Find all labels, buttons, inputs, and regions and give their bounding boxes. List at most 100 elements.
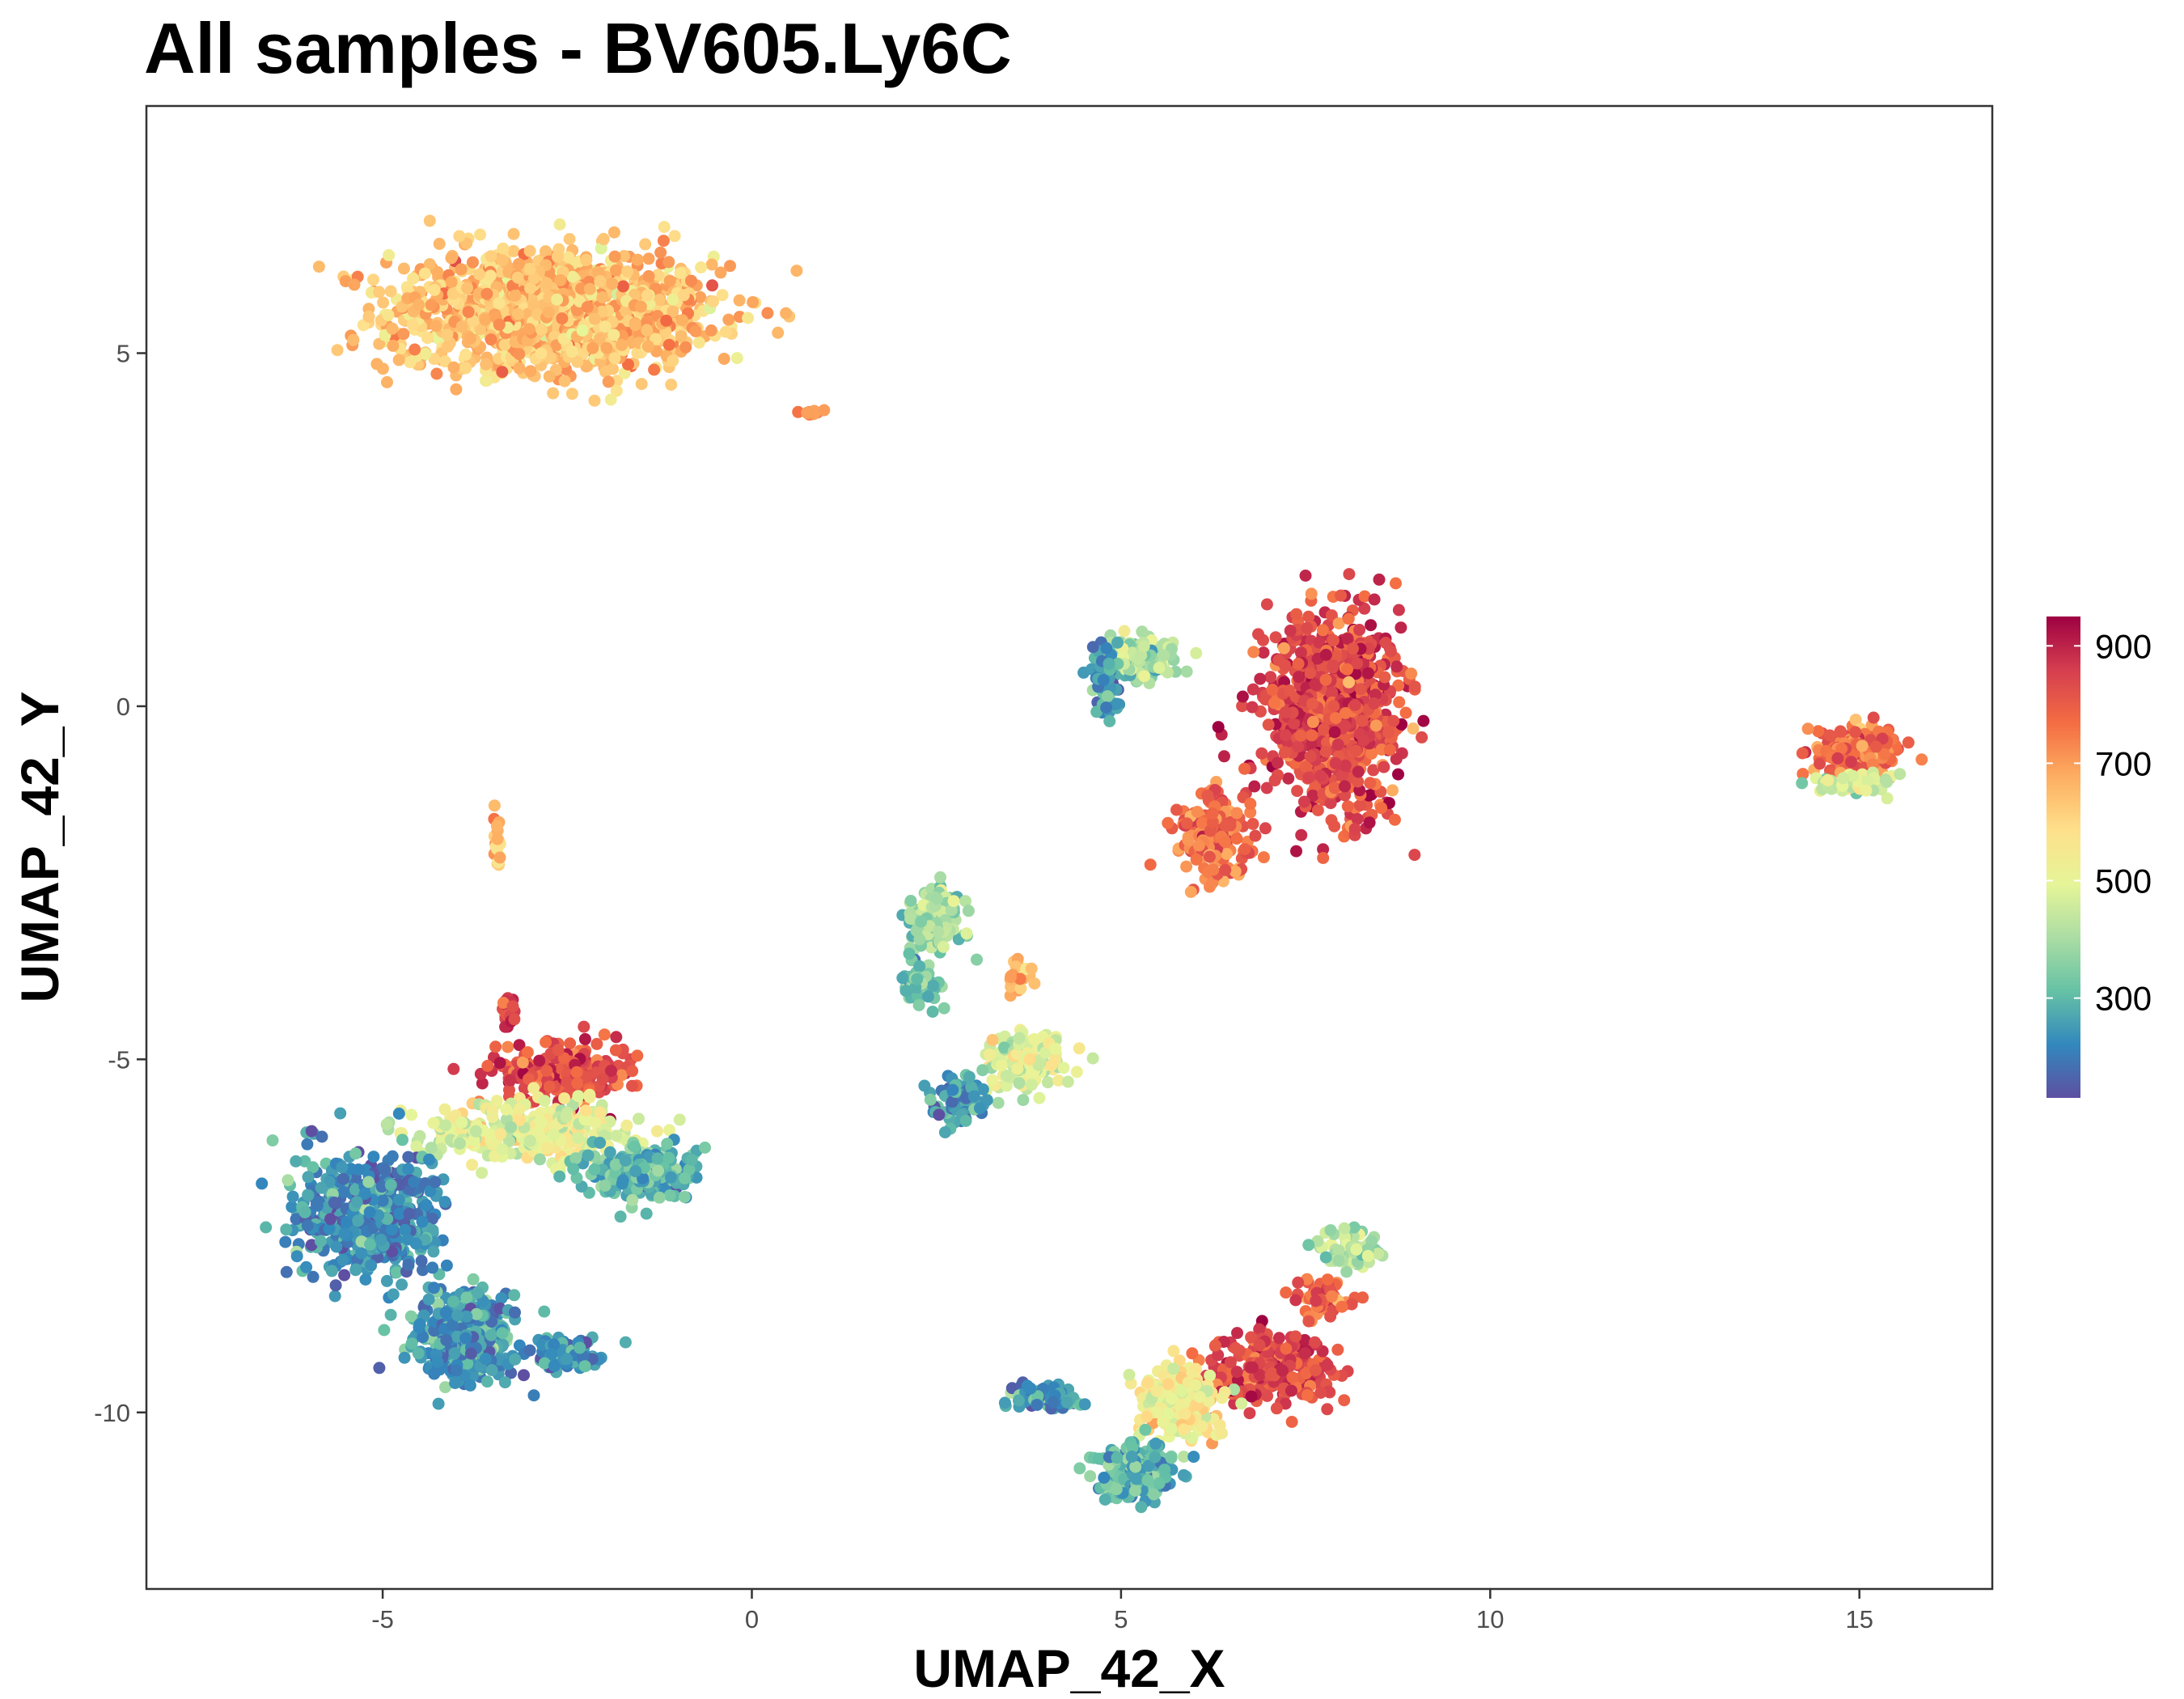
- data-point: [915, 915, 928, 928]
- data-point: [581, 301, 594, 313]
- data-point: [1238, 843, 1251, 856]
- data-point: [523, 244, 536, 257]
- data-point: [792, 405, 805, 418]
- data-point: [1100, 642, 1113, 655]
- data-point: [1317, 852, 1330, 864]
- data-point: [679, 1172, 692, 1184]
- data-point: [1869, 740, 1882, 753]
- data-point: [440, 1259, 453, 1272]
- data-point: [305, 1125, 318, 1138]
- data-point: [1407, 722, 1420, 735]
- data-point: [281, 1174, 294, 1187]
- data-point: [1282, 772, 1295, 785]
- data-point: [1834, 726, 1847, 738]
- data-point: [667, 354, 679, 367]
- data-point: [524, 282, 536, 294]
- data-point: [1103, 657, 1115, 670]
- data-point: [595, 242, 607, 255]
- data-point: [1378, 761, 1390, 773]
- data-point: [567, 1163, 580, 1176]
- data-point: [596, 1073, 609, 1086]
- data-point: [1378, 671, 1391, 684]
- data-point: [480, 287, 493, 300]
- data-point: [494, 1128, 507, 1141]
- data-point: [450, 1364, 463, 1377]
- data-point: [724, 260, 736, 273]
- data-point: [1292, 657, 1305, 670]
- data-point: [629, 1140, 641, 1153]
- data-point: [370, 358, 383, 371]
- data-point: [626, 1079, 638, 1092]
- data-point: [415, 1255, 428, 1267]
- data-point: [509, 1353, 522, 1366]
- data-point: [1153, 661, 1166, 674]
- data-point: [563, 233, 576, 245]
- data-point: [405, 1108, 418, 1121]
- data-point: [938, 1002, 950, 1015]
- data-point: [561, 1353, 574, 1366]
- data-point: [742, 311, 755, 324]
- data-point: [548, 1359, 561, 1372]
- data-point: [421, 332, 434, 345]
- data-point: [1158, 649, 1170, 662]
- data-point: [521, 1046, 534, 1059]
- data-point: [509, 290, 522, 302]
- data-point: [578, 1020, 590, 1033]
- data-point: [1297, 795, 1310, 808]
- data-point: [662, 1151, 675, 1164]
- data-point: [490, 1095, 503, 1108]
- data-point: [1328, 820, 1341, 833]
- data-point: [507, 227, 520, 240]
- data-point: [1230, 833, 1243, 845]
- data-point: [302, 1171, 315, 1184]
- data-point: [706, 279, 718, 292]
- data-point: [1356, 714, 1369, 727]
- data-point: [387, 1288, 400, 1301]
- data-point: [542, 306, 555, 319]
- data-point: [705, 324, 717, 337]
- data-point: [1390, 660, 1403, 673]
- data-point: [658, 221, 671, 233]
- data-point: [1219, 863, 1232, 876]
- data-point: [626, 1065, 639, 1078]
- data-point: [730, 352, 743, 365]
- data-point: [1902, 736, 1915, 749]
- data-point: [362, 310, 375, 323]
- data-point: [1302, 771, 1315, 784]
- data-point: [406, 318, 419, 331]
- data-point: [334, 1107, 347, 1120]
- data-point: [513, 1103, 526, 1116]
- data-point: [668, 230, 681, 243]
- data-point: [407, 272, 419, 285]
- data-point: [1299, 570, 1312, 582]
- data-point: [1111, 697, 1124, 710]
- data-point: [280, 1265, 293, 1278]
- data-point: [535, 323, 548, 336]
- data-point: [1365, 747, 1378, 760]
- data-point: [1218, 835, 1231, 848]
- data-point: [1284, 625, 1297, 637]
- data-point: [1302, 610, 1315, 623]
- data-point: [266, 1134, 279, 1147]
- data-point: [1405, 667, 1418, 680]
- data-point: [1162, 816, 1175, 829]
- data-point: [652, 269, 664, 282]
- data-point: [558, 1092, 571, 1105]
- data-point: [430, 320, 442, 333]
- data-point: [425, 299, 438, 311]
- data-point: [367, 273, 379, 286]
- data-point: [653, 1191, 666, 1204]
- data-point: [349, 1147, 362, 1160]
- data-point: [399, 1223, 412, 1236]
- data-point: [608, 250, 621, 263]
- data-point: [489, 1040, 502, 1053]
- data-point: [634, 300, 647, 313]
- data-point: [600, 341, 613, 354]
- data-point: [1357, 734, 1370, 747]
- data-point: [302, 1188, 315, 1201]
- data-point: [422, 1293, 435, 1306]
- data-point: [650, 1125, 663, 1138]
- data-point: [695, 261, 708, 273]
- data-point: [523, 262, 536, 275]
- data-point: [359, 1273, 372, 1286]
